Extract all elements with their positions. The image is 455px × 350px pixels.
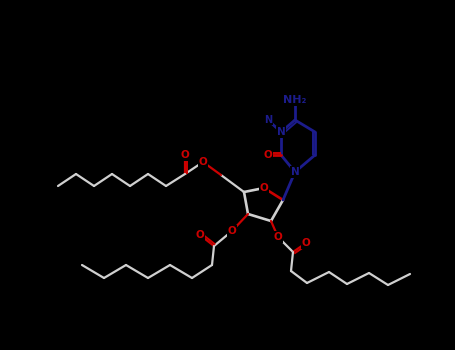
Text: NH₂: NH₂ [283,95,307,105]
Text: N: N [291,167,299,177]
Text: O: O [263,150,273,160]
Text: O: O [228,226,237,236]
Text: O: O [196,230,204,240]
Text: O: O [181,150,189,160]
Text: O: O [273,232,283,242]
Text: N: N [264,115,272,125]
Text: O: O [302,238,310,248]
Text: N: N [277,127,285,137]
Text: O: O [260,183,268,193]
Text: O: O [199,157,207,167]
